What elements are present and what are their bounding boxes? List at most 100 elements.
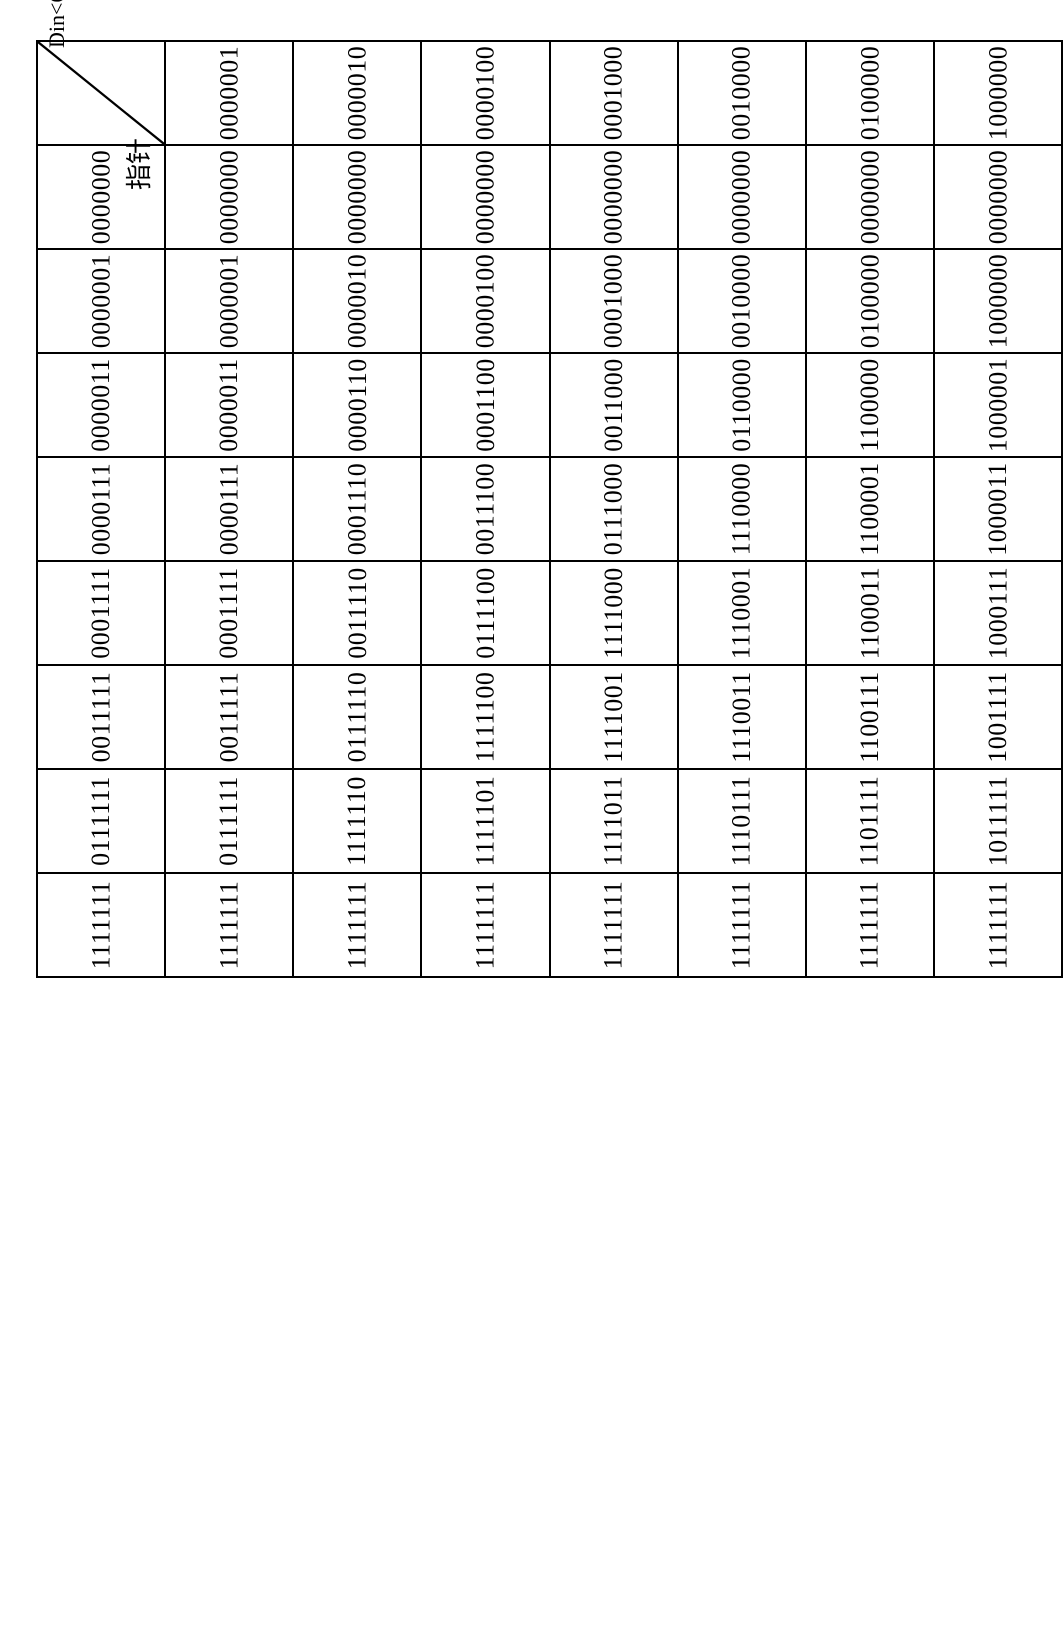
col-header: 0100000 — [806, 41, 934, 145]
table-cell: 0111100 — [421, 561, 549, 665]
table-row: 0000000 0000000 0000000 0000000 0000000 … — [37, 145, 1062, 249]
table-cell: 1000011 — [934, 457, 1062, 561]
col-header: 0010000 — [678, 41, 806, 145]
cell-text: 1100111 — [857, 671, 883, 763]
cell-text: 0011000 — [601, 358, 627, 452]
table-cell: 1111101 — [421, 769, 549, 873]
cell-text: 1000001 — [985, 358, 1011, 453]
cell-text: 0001000 — [601, 254, 627, 349]
row-header-text: 1111111 — [88, 881, 114, 970]
table-cell: 1111111 — [293, 873, 421, 977]
row-header: 0011111 — [37, 665, 165, 769]
corner-cell: 指针 Din<6:0> — [37, 41, 165, 145]
table-cell: 0000100 — [421, 249, 549, 353]
cell-text: 1100011 — [857, 567, 883, 660]
row-header: 0000111 — [37, 457, 165, 561]
table: 指针 Din<6:0> 0000001 0000010 0000100 0001… — [36, 40, 1063, 978]
table-cell: 1000000 — [934, 249, 1062, 353]
binary-lookup-table: 指针 Din<6:0> 0000001 0000010 0000100 0001… — [36, 40, 1063, 978]
corner-bottom-label: Din<6:0> — [44, 0, 70, 48]
cell-text: 1110011 — [729, 671, 755, 763]
col-header-text: 0000100 — [472, 46, 498, 141]
cell-text: 1001111 — [985, 671, 1011, 763]
table-cell: 0111000 — [550, 457, 678, 561]
cell-text: 1100000 — [857, 358, 883, 452]
table-cell: 1111111 — [806, 873, 934, 977]
cell-text: 1111111 — [729, 881, 755, 970]
col-header-text: 1000000 — [985, 46, 1011, 141]
cell-text: 0000000 — [985, 150, 1011, 245]
col-header: 0000100 — [421, 41, 549, 145]
row-header-text: 0111111 — [88, 776, 114, 866]
cell-text: 0111110 — [344, 672, 370, 763]
cell-text: 0011110 — [344, 567, 370, 659]
cell-text: 0110000 — [729, 358, 755, 452]
cell-text: 0000111 — [216, 463, 242, 556]
cell-text: 0111000 — [601, 463, 627, 556]
table-cell: 1100011 — [806, 561, 934, 665]
table-cell: 0000000 — [678, 145, 806, 249]
table-cell: 0011000 — [550, 353, 678, 457]
cell-text: 1011111 — [985, 776, 1011, 867]
table-cell: 0010000 — [678, 249, 806, 353]
cell-text: 0000000 — [472, 150, 498, 245]
cell-text: 1111111 — [344, 881, 370, 970]
col-header: 0001000 — [550, 41, 678, 145]
table-cell: 0000000 — [550, 145, 678, 249]
table-cell: 1000001 — [934, 353, 1062, 457]
table-row: 0111111 0111111 1111110 1111101 1111011 … — [37, 769, 1062, 873]
cell-text: 1111111 — [985, 881, 1011, 970]
table-cell: 0011110 — [293, 561, 421, 665]
row-header: 0000001 — [37, 249, 165, 353]
col-header: 0000010 — [293, 41, 421, 145]
cell-text: 0010000 — [729, 254, 755, 349]
table-cell: 1111100 — [421, 665, 549, 769]
table-cell: 1111111 — [678, 873, 806, 977]
row-header-text: 0001111 — [88, 567, 114, 659]
table-cell: 1100111 — [806, 665, 934, 769]
cell-text: 0001111 — [216, 567, 242, 659]
cell-text: 1111110 — [344, 776, 370, 866]
table-cell: 1001111 — [934, 665, 1062, 769]
cell-text: 0000011 — [216, 358, 242, 452]
table-cell: 1000111 — [934, 561, 1062, 665]
cell-text: 0000000 — [601, 150, 627, 245]
table-cell: 1111111 — [550, 873, 678, 977]
cell-text: 1000111 — [985, 567, 1011, 660]
cell-text: 0100000 — [857, 254, 883, 349]
cell-text: 0000000 — [857, 150, 883, 245]
row-header-text: 0000011 — [88, 358, 114, 452]
table-row: 1111111 1111111 1111111 1111111 1111111 … — [37, 873, 1062, 977]
row-header: 0000011 — [37, 353, 165, 457]
table-cell: 0001100 — [421, 353, 549, 457]
row-header: 0111111 — [37, 769, 165, 873]
cell-text: 1111111 — [857, 881, 883, 970]
table-cell: 1110111 — [678, 769, 806, 873]
cell-text: 0000000 — [729, 150, 755, 245]
cell-text: 1111101 — [472, 776, 498, 867]
table-cell: 1111111 — [421, 873, 549, 977]
table-cell: 1011111 — [934, 769, 1062, 873]
table-cell: 1100000 — [806, 353, 934, 457]
table-cell: 1111001 — [550, 665, 678, 769]
cell-text: 1111011 — [601, 776, 627, 867]
table-row: 0000001 0000001 0000010 0000100 0001000 … — [37, 249, 1062, 353]
table-cell: 0001000 — [550, 249, 678, 353]
col-header-text: 0100000 — [857, 46, 883, 141]
row-header-text: 0000001 — [88, 254, 114, 349]
table-row: 0000011 0000011 0000110 0001100 0011000 … — [37, 353, 1062, 457]
table-cell: 0011111 — [165, 665, 293, 769]
cell-text: 0001100 — [472, 358, 498, 452]
col-header-text: 0010000 — [729, 46, 755, 141]
table-cell: 1111110 — [293, 769, 421, 873]
table-cell: 1101111 — [806, 769, 934, 873]
cell-text: 1111000 — [601, 567, 627, 659]
table-row: 0000111 0000111 0001110 0011100 0111000 … — [37, 457, 1062, 561]
table-cell: 1111011 — [550, 769, 678, 873]
cell-text: 0011100 — [472, 463, 498, 556]
col-header-text: 0000010 — [344, 46, 370, 141]
cell-text: 0111100 — [472, 567, 498, 659]
cell-text: 1000000 — [985, 254, 1011, 349]
cell-text: 1100001 — [857, 462, 883, 556]
cell-text: 0111111 — [216, 776, 242, 866]
